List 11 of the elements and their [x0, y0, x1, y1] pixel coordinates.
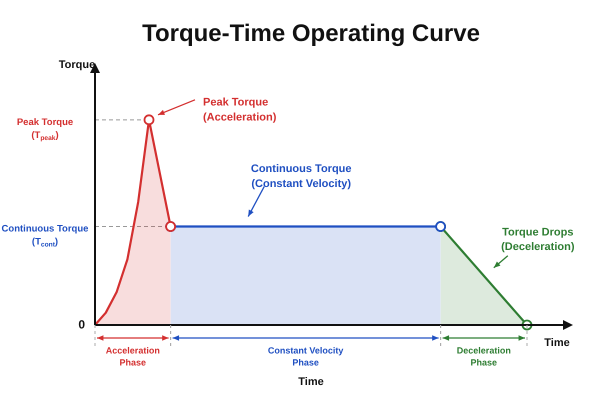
text: Acceleration Phase — [106, 345, 160, 368]
text: Time — [544, 337, 570, 350]
annotation: Continuous Torque (Constant Velocity) — [250, 163, 352, 190]
text: Constant Velocity Phase — [268, 345, 344, 368]
chart-title: Torque-Time Operating Curve — [142, 20, 480, 48]
text: 0 — [78, 317, 86, 332]
x-axis-title: Time — [298, 376, 324, 388]
y-axis-title: Torque — [58, 58, 96, 71]
text: Deceleration Phase — [456, 345, 511, 368]
annotation: Torque Drops (Deceleration) — [501, 226, 575, 254]
annotation: Peak Torque (Acceleration) — [203, 96, 277, 124]
